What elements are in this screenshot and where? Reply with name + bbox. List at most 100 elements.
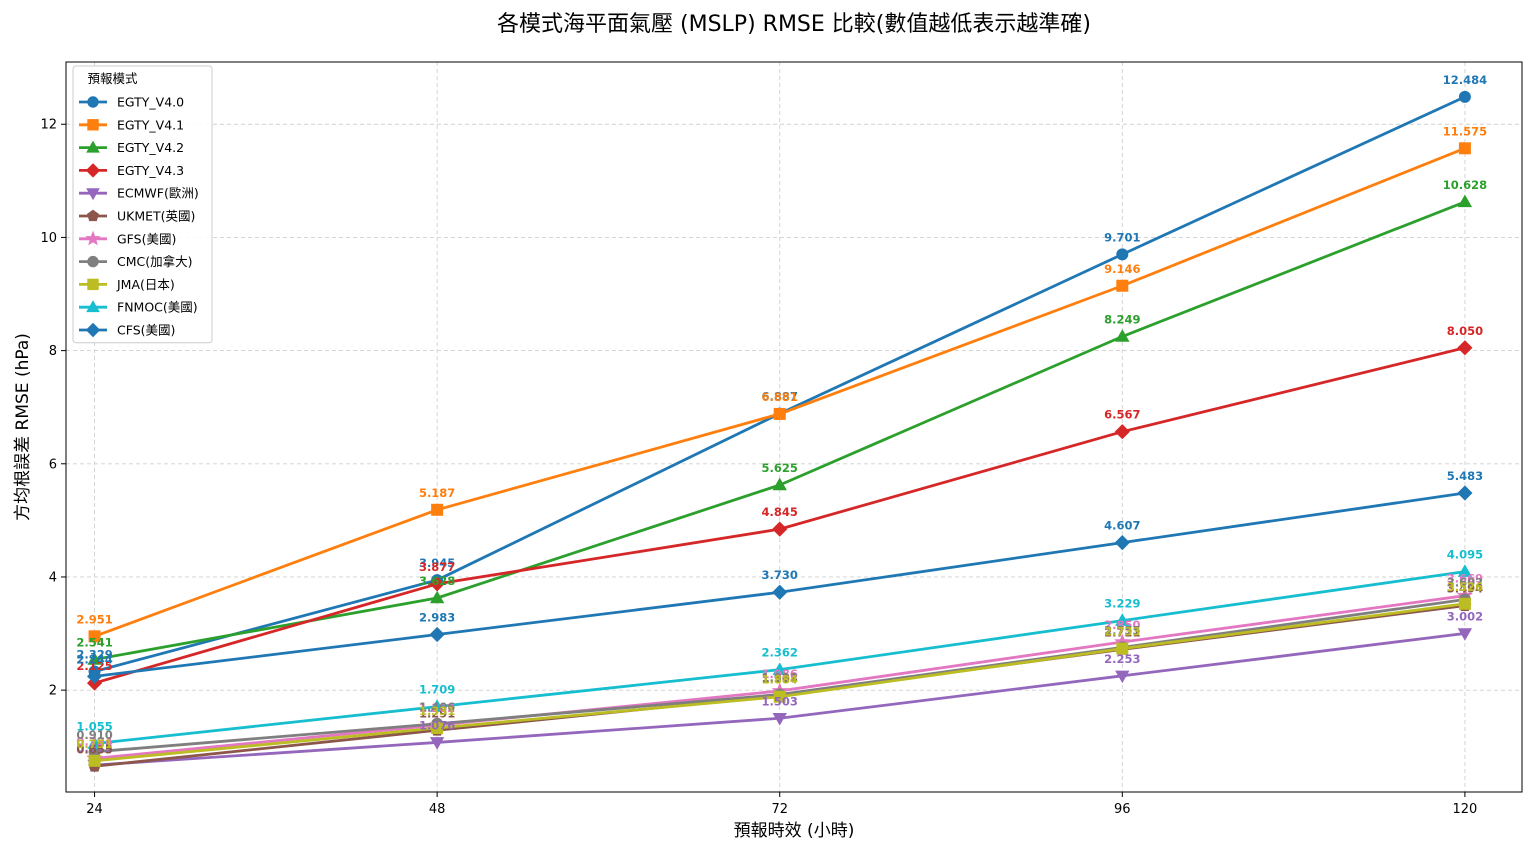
data-label: 1.331 xyxy=(419,704,455,718)
data-label: 3.730 xyxy=(762,568,798,582)
data-point-marker xyxy=(88,630,101,643)
data-label: 0.794 xyxy=(76,734,112,748)
data-label: 5.483 xyxy=(1447,469,1483,483)
legend-box xyxy=(72,65,213,344)
legend-entry: EGTY_V4.3 xyxy=(117,163,184,178)
data-label: 2.721 xyxy=(1104,625,1140,639)
data-label: 1.986 xyxy=(762,667,798,681)
legend-entry: ECMWF(歐洲) xyxy=(117,186,199,201)
data-label: 3.945 xyxy=(419,556,455,570)
legend-marker xyxy=(85,322,101,338)
data-point-marker xyxy=(88,754,101,767)
data-point-marker xyxy=(429,737,445,750)
x-tick-label: 72 xyxy=(771,802,788,817)
data-label: 0.675 xyxy=(76,741,112,755)
data-label: 2.850 xyxy=(1104,618,1140,632)
data-point-marker xyxy=(1457,485,1473,501)
legend-entry: FNMOC(美國) xyxy=(117,300,198,315)
data-point-marker xyxy=(1457,628,1473,641)
legend-marker xyxy=(87,278,99,291)
data-label: 10.628 xyxy=(1443,178,1487,192)
data-point-marker xyxy=(1458,90,1471,103)
data-point-marker xyxy=(86,668,103,684)
data-label: 5.625 xyxy=(762,461,798,475)
data-point-marker xyxy=(1458,142,1471,155)
legend-entry: CMC(加拿大) xyxy=(117,254,193,269)
data-label: 3.002 xyxy=(1447,609,1483,623)
data-point-marker xyxy=(429,576,445,592)
data-label: 1.406 xyxy=(419,700,455,714)
legend-marker xyxy=(87,255,99,268)
data-label: 6.567 xyxy=(1104,408,1140,422)
x-tick-label: 24 xyxy=(86,802,103,817)
y-tick-label: 4 xyxy=(49,570,57,585)
x-tick-label: 96 xyxy=(1114,802,1131,817)
legend-entry: UKMET(英國) xyxy=(117,209,195,224)
data-point-marker xyxy=(773,407,786,420)
legend-marker xyxy=(87,96,99,108)
data-point-marker xyxy=(431,721,444,734)
plot-frame xyxy=(65,61,1523,793)
y-tick-label: 12 xyxy=(40,118,57,133)
legend-entry: JMA(日本) xyxy=(116,277,175,292)
data-label: 2.983 xyxy=(419,611,455,625)
data-label: 3.877 xyxy=(419,560,455,574)
y-tick-label: 6 xyxy=(49,457,57,472)
data-label: 1.503 xyxy=(762,694,798,708)
data-point-marker xyxy=(429,590,445,604)
data-point-marker xyxy=(1457,194,1473,208)
series-lines xyxy=(86,90,1474,773)
data-label: 9.701 xyxy=(1104,230,1140,244)
data-point-marker xyxy=(772,584,788,600)
data-point-marker xyxy=(429,626,445,643)
data-label: 4.845 xyxy=(762,505,798,519)
data-point-marker xyxy=(1457,564,1473,577)
data-point-marker xyxy=(87,736,102,749)
data-point-marker xyxy=(87,652,102,665)
data-label: 1.884 xyxy=(762,673,798,687)
data-label: 9.146 xyxy=(1104,262,1140,276)
data-label: 8.050 xyxy=(1447,324,1483,338)
data-label: 6.887 xyxy=(762,390,798,404)
data-label: 1.055 xyxy=(76,720,112,734)
data-label: 1.291 xyxy=(419,706,455,720)
data-point-marker xyxy=(1114,424,1130,440)
data-label: 3.669 xyxy=(1447,572,1483,586)
data-point-marker xyxy=(772,713,787,726)
data-label: 2.253 xyxy=(1104,652,1140,666)
legend-marker xyxy=(86,140,100,153)
data-label: 4.607 xyxy=(1104,519,1140,533)
data-label: 2.125 xyxy=(76,659,112,673)
legend-marker xyxy=(86,188,100,201)
data-label: 1.076 xyxy=(419,718,455,732)
data-label: 5.187 xyxy=(419,486,455,500)
data-label: 2.733 xyxy=(1104,625,1140,639)
data-label: 1.709 xyxy=(419,683,455,697)
legend-entry: CFS(美國) xyxy=(117,323,175,338)
data-label: 0.655 xyxy=(76,742,112,756)
legend-marker xyxy=(85,230,101,246)
data-point-marker xyxy=(1115,670,1130,684)
data-label: 3.628 xyxy=(419,574,455,588)
data-point-marker xyxy=(1116,642,1129,655)
data-point-marker xyxy=(772,477,787,491)
data-label: 1.908 xyxy=(762,671,798,685)
data-point-marker xyxy=(1457,340,1473,356)
data-label: 8.249 xyxy=(1104,313,1140,327)
data-point-marker xyxy=(772,662,787,675)
chart-title: 各模式海平面氣壓 (MSLP) RMSE 比較(數值越低表示越準確) xyxy=(497,12,1091,37)
data-label: 4.095 xyxy=(1447,548,1483,562)
legend-marker xyxy=(86,209,100,222)
data-label: 3.602 xyxy=(1447,575,1483,589)
data-point-marker xyxy=(1116,248,1129,261)
data-labels: 2.329 3.945 6.887 9.701 12.484 2.951 5.187 6.88… xyxy=(76,73,1487,756)
data-point-marker xyxy=(773,690,786,703)
data-point-marker xyxy=(1458,597,1471,610)
legend-marker xyxy=(85,163,101,178)
data-point-marker xyxy=(1116,279,1129,292)
data-label: 2.244 xyxy=(76,652,112,666)
data-label: 2.362 xyxy=(762,646,798,660)
data-point-marker xyxy=(429,699,445,712)
